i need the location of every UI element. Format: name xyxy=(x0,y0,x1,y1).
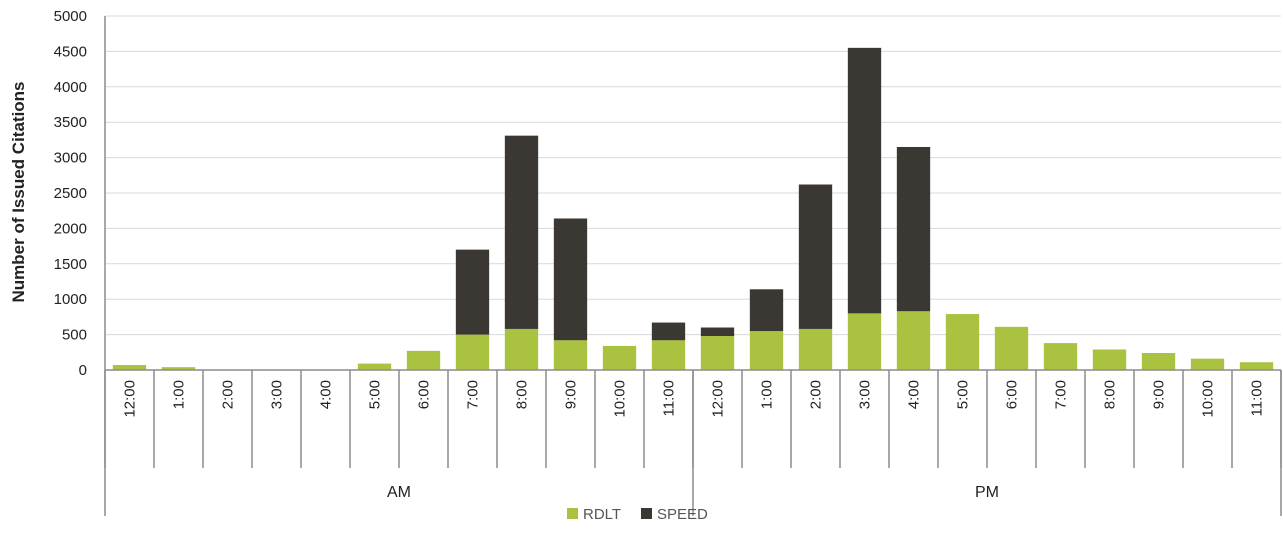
bar-rdlt-14 xyxy=(798,328,833,370)
x-tick-label: 4:00 xyxy=(318,380,335,409)
x-tick-label: 8:00 xyxy=(514,380,531,409)
x-tick-label: 3:00 xyxy=(857,380,874,409)
axes xyxy=(104,16,1282,516)
x-tick-label: 10:00 xyxy=(612,380,629,418)
bar-rdlt-21 xyxy=(1141,353,1176,370)
bar-rdlt-1 xyxy=(161,367,196,370)
y-tick-label: 1000 xyxy=(54,291,87,308)
y-axis-title: Number of Issued Citations xyxy=(9,81,28,302)
x-group-label-am: AM xyxy=(387,484,411,501)
y-tick-label: 1500 xyxy=(54,256,87,273)
bar-rdlt-16 xyxy=(896,311,931,370)
bar-rdlt-22 xyxy=(1190,358,1225,370)
bar-rdlt-11 xyxy=(651,340,686,370)
x-tick-label: 2:00 xyxy=(808,380,825,409)
x-tick-label: 9:00 xyxy=(1151,380,1168,409)
y-tick-label: 3500 xyxy=(54,114,87,131)
x-tick-label: 2:00 xyxy=(220,380,237,409)
y-tick-label: 4500 xyxy=(54,43,87,60)
y-tick-label: 3000 xyxy=(54,150,87,167)
bar-rdlt-0 xyxy=(112,365,147,370)
y-tick-label: 0 xyxy=(79,362,87,379)
bar-rdlt-23 xyxy=(1239,362,1274,370)
bar-speed-12 xyxy=(700,327,735,337)
legend-label-speed: SPEED xyxy=(657,506,708,523)
x-tick-label: 5:00 xyxy=(367,380,384,409)
legend: RDLT SPEED xyxy=(567,506,708,523)
x-tick-label: 7:00 xyxy=(1053,380,1070,409)
x-category-labels: 12:00 1:00 2:00 3:00 4:00 5:00 6:00 7:00 8:00 9:0… xyxy=(122,380,1266,418)
bar-speed-14 xyxy=(798,184,833,329)
x-tick-label: 6:00 xyxy=(1004,380,1021,409)
bar-speed-9 xyxy=(553,218,588,341)
x-tick-label: 8:00 xyxy=(1102,380,1119,409)
x-tick-label: 12:00 xyxy=(710,380,727,418)
legend-swatch-rdlt xyxy=(567,508,578,519)
legend-label-rdlt: RDLT xyxy=(583,506,621,523)
x-tick-label: 11:00 xyxy=(1249,380,1266,416)
x-group-labels: AM PM xyxy=(387,484,999,501)
bar-rdlt-9 xyxy=(553,340,588,370)
bar-rdlt-5 xyxy=(357,363,392,370)
x-tick-label: 5:00 xyxy=(955,380,972,409)
bar-speed-11 xyxy=(651,322,686,341)
x-tick-label: 6:00 xyxy=(416,380,433,409)
x-tick-label: 7:00 xyxy=(465,380,482,409)
bar-rdlt-8 xyxy=(504,328,539,370)
x-tick-label: 1:00 xyxy=(759,380,776,409)
bar-rdlt-13 xyxy=(749,331,784,370)
x-tick-label: 1:00 xyxy=(171,380,188,409)
gridlines xyxy=(105,15,1281,336)
bar-rdlt-17 xyxy=(945,314,980,370)
x-tick-label: 12:00 xyxy=(122,380,139,418)
bar-rdlt-15 xyxy=(847,313,882,370)
legend-swatch-speed xyxy=(641,508,652,519)
bars xyxy=(112,47,1274,370)
x-tick-label: 9:00 xyxy=(563,380,580,409)
bar-rdlt-18 xyxy=(994,326,1029,370)
bar-speed-8 xyxy=(504,135,539,329)
x-tick-label: 3:00 xyxy=(269,380,286,409)
bar-speed-15 xyxy=(847,47,882,314)
x-group-label-pm: PM xyxy=(975,484,999,501)
bar-rdlt-6 xyxy=(406,350,441,370)
bar-rdlt-19 xyxy=(1043,343,1078,370)
y-tick-label: 4000 xyxy=(54,79,87,96)
x-tick-label: 11:00 xyxy=(661,380,678,416)
bar-rdlt-20 xyxy=(1092,349,1127,370)
y-tick-labels: 0 500 1000 1500 2000 2500 3000 3500 4000 4500 5000 xyxy=(54,8,87,379)
x-tick-label: 4:00 xyxy=(906,380,923,409)
bar-rdlt-10 xyxy=(602,345,637,370)
y-tick-label: 2000 xyxy=(54,220,87,237)
y-tick-label: 500 xyxy=(62,327,87,344)
bar-rdlt-12 xyxy=(700,336,735,370)
y-tick-label: 2500 xyxy=(54,185,87,202)
y-tick-label: 5000 xyxy=(54,8,87,25)
bar-speed-13 xyxy=(749,289,784,332)
bar-speed-16 xyxy=(896,146,931,312)
bar-speed-7 xyxy=(455,249,490,335)
bar-rdlt-7 xyxy=(455,334,490,370)
x-tick-label: 10:00 xyxy=(1200,380,1217,418)
